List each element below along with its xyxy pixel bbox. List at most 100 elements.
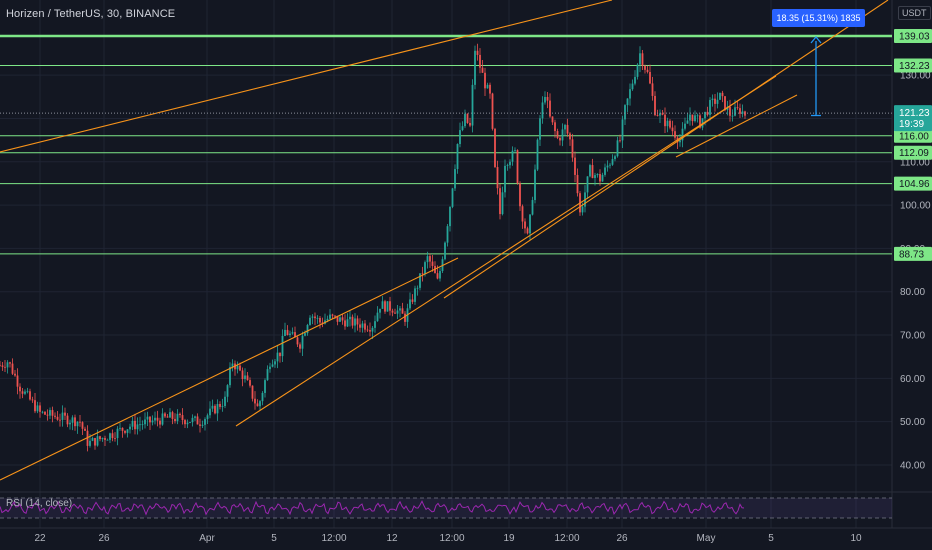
candle-body <box>216 403 219 414</box>
candle-body <box>296 337 299 345</box>
y-tick-label: 60.00 <box>900 374 925 385</box>
candle-body <box>664 114 666 127</box>
candle-body <box>356 318 359 325</box>
candle-body <box>244 375 246 380</box>
candle-body <box>179 413 181 416</box>
trendline <box>675 94 798 158</box>
candle-body <box>0 365 1 367</box>
candle-body <box>26 391 29 393</box>
x-tick-label: 5 <box>768 533 774 544</box>
candle-body <box>499 188 501 215</box>
candle-body <box>116 428 119 439</box>
candle-body <box>616 140 619 157</box>
candle-body <box>659 113 661 116</box>
y-tick-label: 40.00 <box>900 461 925 472</box>
level-badge <box>894 58 932 73</box>
candle-body <box>371 327 374 332</box>
x-tick-label: 5 <box>271 533 277 544</box>
candle-body <box>139 424 141 426</box>
candle-body <box>166 416 169 418</box>
candle-body <box>509 161 511 166</box>
candle-body <box>101 438 104 440</box>
candle-body <box>56 416 59 420</box>
candle-body <box>609 164 611 166</box>
candle-body <box>349 316 351 320</box>
candle-body <box>636 64 639 77</box>
candle-body <box>161 413 164 425</box>
candle-body <box>114 437 116 439</box>
candle-body <box>261 392 264 402</box>
x-tick-label: 12:00 <box>554 533 579 544</box>
candle-body <box>474 50 476 85</box>
candle-body <box>304 333 306 336</box>
candle-body <box>601 174 604 182</box>
candle-body <box>704 111 706 119</box>
candle-body <box>479 54 481 68</box>
candle-body <box>491 93 494 129</box>
candle-body <box>156 417 159 421</box>
candle-body <box>716 99 719 104</box>
candle-body <box>611 159 614 165</box>
x-tick-label: 12:00 <box>439 533 464 544</box>
candle-body <box>606 165 609 168</box>
candle-body <box>119 427 121 429</box>
candle-body <box>671 127 674 132</box>
candle-body <box>554 122 556 132</box>
candle-body <box>656 115 659 116</box>
candle-body <box>229 366 231 386</box>
candle-body <box>84 428 86 431</box>
candle-body <box>384 301 386 312</box>
x-tick-label: 19 <box>503 533 515 544</box>
candle-body <box>14 373 16 376</box>
level-badge-label: 104.96 <box>899 179 930 190</box>
candle-body <box>566 124 569 134</box>
candle-body <box>731 115 734 117</box>
candle-body <box>39 405 41 412</box>
trendline <box>235 75 777 427</box>
candle-body <box>551 116 554 123</box>
y-tick-label: 80.00 <box>900 287 925 298</box>
y-tick-label: 70.00 <box>900 331 925 342</box>
candle-body <box>484 72 486 89</box>
candle-body <box>206 415 209 420</box>
candle-body <box>459 130 461 145</box>
candle-body <box>274 361 276 365</box>
candle-body <box>696 115 699 117</box>
candle-body <box>674 131 676 138</box>
currency-button[interactable]: USDT <box>898 6 931 20</box>
trendline <box>0 257 459 481</box>
candle-body <box>301 335 304 349</box>
candle-body <box>381 301 384 309</box>
trendline <box>443 0 889 299</box>
candle-body <box>329 314 331 319</box>
candle-body <box>1 365 4 367</box>
candle-body <box>109 433 111 440</box>
candle-body <box>421 273 424 275</box>
candle-body <box>404 313 406 322</box>
candle-body <box>11 363 14 374</box>
candle-body <box>699 115 701 128</box>
candle-body <box>379 308 381 313</box>
candle-body <box>591 165 594 179</box>
y-tick-label: 130.00 <box>900 71 931 82</box>
candle-body <box>86 430 89 446</box>
current-price-badge <box>894 105 932 132</box>
trendline <box>0 0 613 153</box>
candle-body <box>666 120 669 127</box>
candle-body <box>494 128 496 168</box>
candle-body <box>469 122 471 126</box>
candle-body <box>124 430 126 433</box>
candle-body <box>346 319 349 327</box>
level-badge-label: 116.00 <box>899 131 929 142</box>
candle-body <box>604 167 606 175</box>
candle-body <box>736 107 739 109</box>
rsi-label: RSI (14, close) <box>6 498 73 509</box>
candle-body <box>389 301 391 311</box>
candle-body <box>451 188 454 207</box>
candle-body <box>621 119 624 141</box>
candle-body <box>689 114 691 121</box>
y-tick-label: 110.00 <box>900 157 930 168</box>
candle-body <box>454 169 456 189</box>
candle-body <box>729 106 731 116</box>
